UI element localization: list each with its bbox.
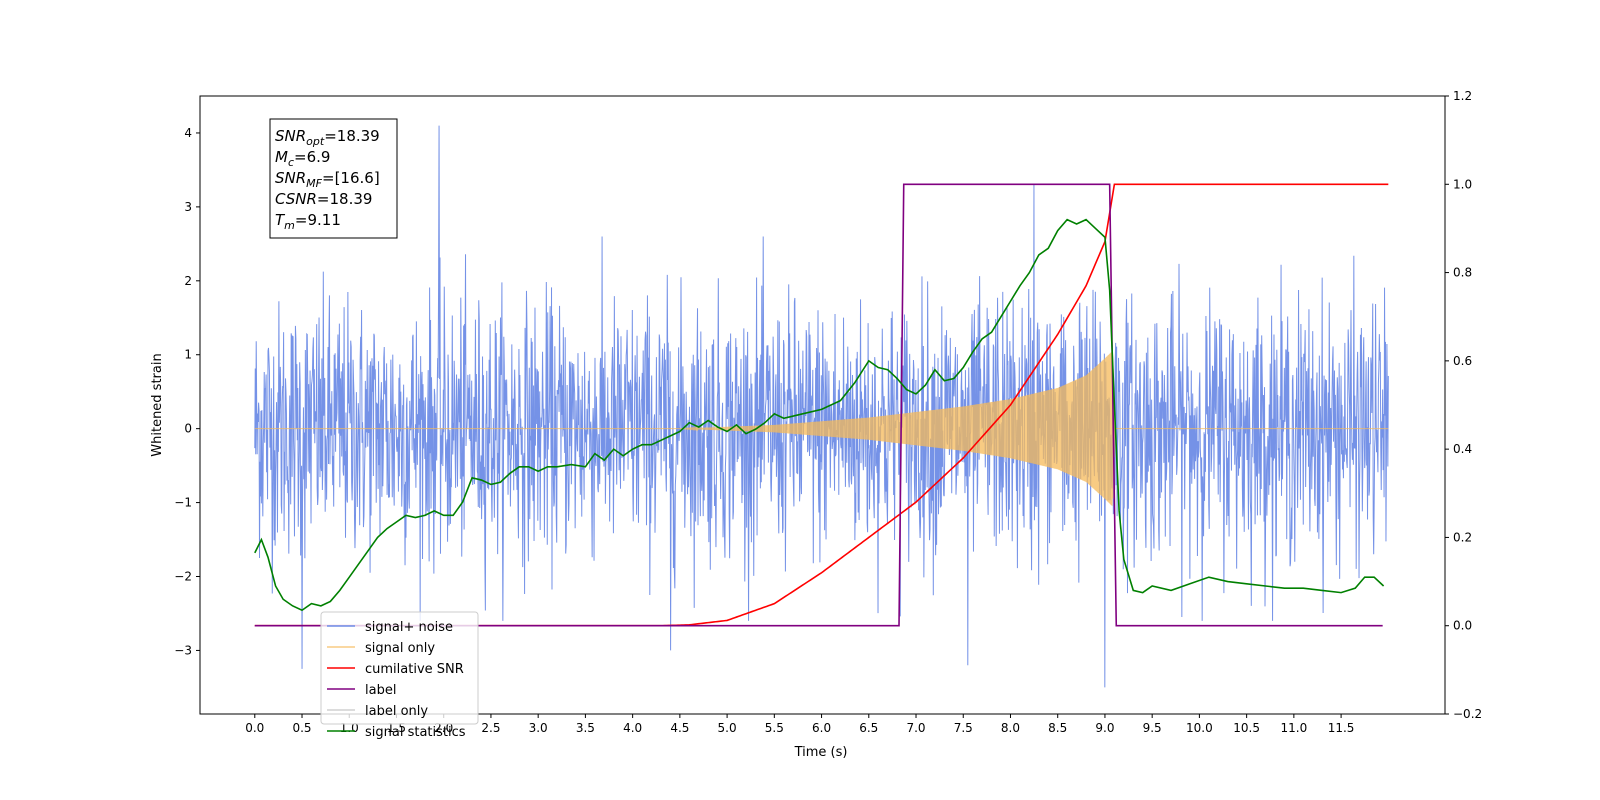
- x-tick-label: 5.0: [718, 721, 737, 735]
- y-left-tick-label: −3: [174, 643, 192, 657]
- x-tick-label: 9.0: [1095, 721, 1114, 735]
- annotation-symbol: CSNR: [275, 190, 317, 208]
- x-tick-label: 9.5: [1143, 721, 1162, 735]
- annotation-symbol: T: [275, 211, 286, 229]
- series-signal-statistics-line: [254, 218, 1385, 612]
- annotation-line: CSNR=18.39: [275, 190, 372, 208]
- x-tick-label: 11.5: [1328, 721, 1355, 735]
- x-tick-label: 2.5: [481, 721, 500, 735]
- legend-label: label only: [365, 704, 428, 719]
- annotation-value: =6.9: [294, 148, 330, 166]
- annotation-subscript: m: [284, 219, 295, 232]
- annotation-line: Tm=9.11: [275, 211, 341, 232]
- legend: signal+ noise signal only cumilative SNR la…: [320, 611, 479, 740]
- y-right-tick-label: 0.6: [1453, 354, 1472, 368]
- x-tick-label: 5.5: [765, 721, 784, 735]
- x-tick-label: 8.0: [1001, 721, 1020, 735]
- y-left-tick-label: 4: [184, 126, 192, 140]
- y-right-tick-label: 0.2: [1453, 530, 1472, 544]
- annotation-value: =[16.6]: [322, 169, 380, 187]
- annotation-line: SNRopt=18.39: [275, 127, 380, 148]
- annotation-box: SNRopt=18.39Mc=6.9SNRMF=[16.6]CSNR=18.39…: [269, 118, 398, 239]
- x-tick-label: 3.5: [576, 721, 595, 735]
- x-tick-label: 0.5: [292, 721, 311, 735]
- y-right-tick-label: 0.0: [1453, 619, 1472, 633]
- legend-label: signal+ noise: [365, 620, 453, 635]
- legend-label: signal statistics: [365, 725, 466, 740]
- annotation-subscript: c: [288, 156, 294, 169]
- legend-label: label: [365, 683, 396, 698]
- annotation-value: =18.39: [324, 127, 380, 145]
- annotation-line: Mc=6.9: [275, 148, 330, 169]
- x-tick-label: 11.0: [1281, 721, 1308, 735]
- y-right-tick-label: 0.4: [1453, 442, 1472, 456]
- y-right-tick-label: 1.0: [1453, 177, 1472, 191]
- series-label-line: [254, 183, 1383, 627]
- y-left-tick-label: 2: [184, 274, 192, 288]
- annotation-subscript: MF: [306, 177, 322, 190]
- annotation-value: =18.39: [317, 190, 373, 208]
- y-left-tick-label: 3: [184, 200, 192, 214]
- legend-frame: [320, 611, 479, 725]
- annotation-symbol: SNR: [275, 169, 306, 187]
- y-right-tick-label: 1.2: [1453, 89, 1472, 103]
- y-axis-label: Whitened strain: [150, 353, 165, 456]
- annotation-frame: [269, 118, 398, 239]
- x-tick-label: 4.0: [623, 721, 642, 735]
- annotation-line: SNRMF=[16.6]: [275, 169, 380, 190]
- y-right-tick-label: −0.2: [1453, 707, 1482, 721]
- x-tick-label: 0.0: [245, 721, 264, 735]
- series-layer: [254, 125, 1389, 688]
- x-tick-label: 6.5: [859, 721, 878, 735]
- annotation-symbol: M: [275, 148, 288, 166]
- annotation-subscript: opt: [306, 135, 325, 148]
- x-tick-label: 4.5: [670, 721, 689, 735]
- y-left-tick-label: 0: [184, 422, 192, 436]
- series-signal-noise-line: [254, 125, 1389, 688]
- x-tick-label: 10.0: [1186, 721, 1213, 735]
- legend-label: cumilative SNR: [365, 662, 464, 677]
- series-signal-only-line: [254, 351, 1389, 506]
- plot-frame: [199, 95, 1446, 715]
- y-left-tick-label: −2: [174, 570, 192, 584]
- x-tick-label: 7.0: [906, 721, 925, 735]
- y-left-tick-label: −1: [174, 496, 192, 510]
- annotation-value: =9.11: [295, 211, 341, 229]
- x-axis-label: Time (s): [794, 745, 848, 760]
- x-tick-label: 8.5: [1048, 721, 1067, 735]
- y-right-tick-label: 0.8: [1453, 266, 1472, 280]
- x-tick-label: 3.0: [529, 721, 548, 735]
- y-left-tick-label: 1: [184, 348, 192, 362]
- x-tick-label: 10.5: [1233, 721, 1260, 735]
- y-axis-left: −3 −2 −1 0 1 2 3 4: [174, 126, 200, 657]
- y-axis-right: −0.2 0.0 0.2 0.4 0.6 0.8 1.0 1.2: [1445, 89, 1482, 721]
- x-tick-label: 7.5: [954, 721, 973, 735]
- x-tick-label: 6.0: [812, 721, 831, 735]
- legend-label: signal only: [365, 641, 435, 656]
- annotation-symbol: SNR: [275, 127, 306, 145]
